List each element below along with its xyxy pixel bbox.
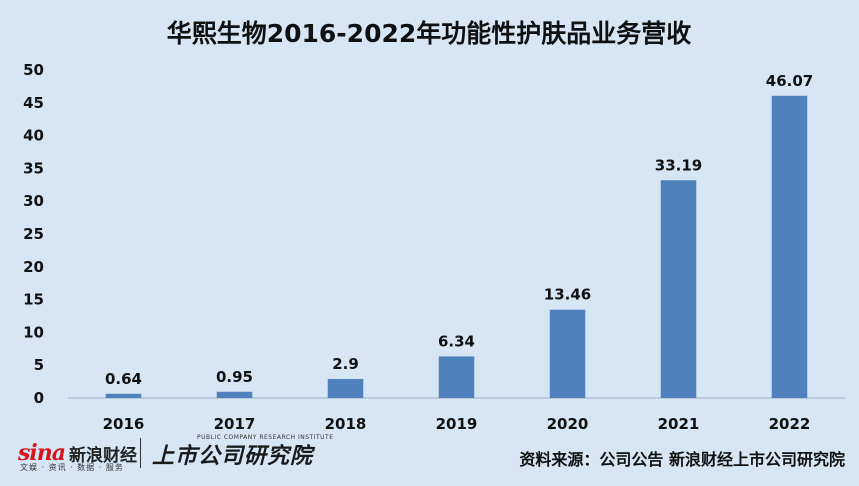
data-label: 13.46 [544,286,591,304]
x-tick-label: 2019 [436,415,478,432]
x-tick-label: 2017 [214,415,256,432]
research-institute-en: PUBLIC COMPANY RESEARCH INSTITUTE [197,434,334,441]
data-label: 33.19 [655,156,702,174]
y-tick-label: 40 [23,127,44,145]
data-label: 0.64 [105,370,142,388]
y-axis: 0 5 10 15 20 25 30 35 40 45 50 [23,61,44,407]
sina-finance-logo: sina 新浪财经 [18,436,137,470]
y-tick-label: 25 [23,225,44,243]
bars-group: 0.64 0.95 2.9 6.34 13.46 33.19 46.07 [105,72,813,399]
x-tick-label: 2018 [325,415,367,432]
y-tick-label: 15 [23,291,44,309]
bar [216,391,253,398]
data-label: 46.07 [766,72,813,90]
y-tick-label: 0 [34,389,44,407]
y-tick-label: 50 [23,61,44,79]
data-label: 6.34 [438,332,475,350]
bar-chart: 华熙生物2016-2022年功能性护肤品业务营收 0 5 10 15 20 25 30 35 4… [23,19,845,432]
bar [660,180,697,398]
bar [549,309,586,398]
y-tick-label: 10 [23,323,44,341]
sina-logo-text: sina [18,440,66,466]
x-tick-label: 2021 [658,415,700,432]
y-tick-label: 35 [23,159,44,177]
y-tick-label: 30 [23,192,44,210]
bar [105,393,142,398]
data-label: 0.95 [216,368,253,386]
chart-title: 华熙生物2016-2022年功能性护肤品业务营收 [167,19,692,48]
y-tick-label: 45 [23,94,44,112]
y-tick-label: 20 [23,258,44,276]
footer: sina 新浪财经 文娱 · 资讯 · 数据 · 服务 PUBLIC COMPA… [0,432,859,486]
x-tick-label: 2016 [103,415,145,432]
research-institute-logo: 上市公司研究院 [152,443,314,469]
brand-subtitle: 文娱 · 资讯 · 数据 · 服务 [20,463,124,472]
brand-name: 新浪财经 [69,445,137,466]
data-label: 2.9 [332,355,359,373]
bar [438,356,475,398]
y-tick-label: 5 [34,356,44,374]
bar [771,95,808,399]
x-tick-label: 2022 [769,415,811,432]
source-note: 资料来源：公司公告 新浪财经上市公司研究院 [519,450,845,469]
bar [327,378,364,398]
x-tick-label: 2020 [547,415,589,432]
logo-divider [140,438,141,468]
x-axis: 2016 2017 2018 2019 2020 2021 2022 [103,415,811,432]
